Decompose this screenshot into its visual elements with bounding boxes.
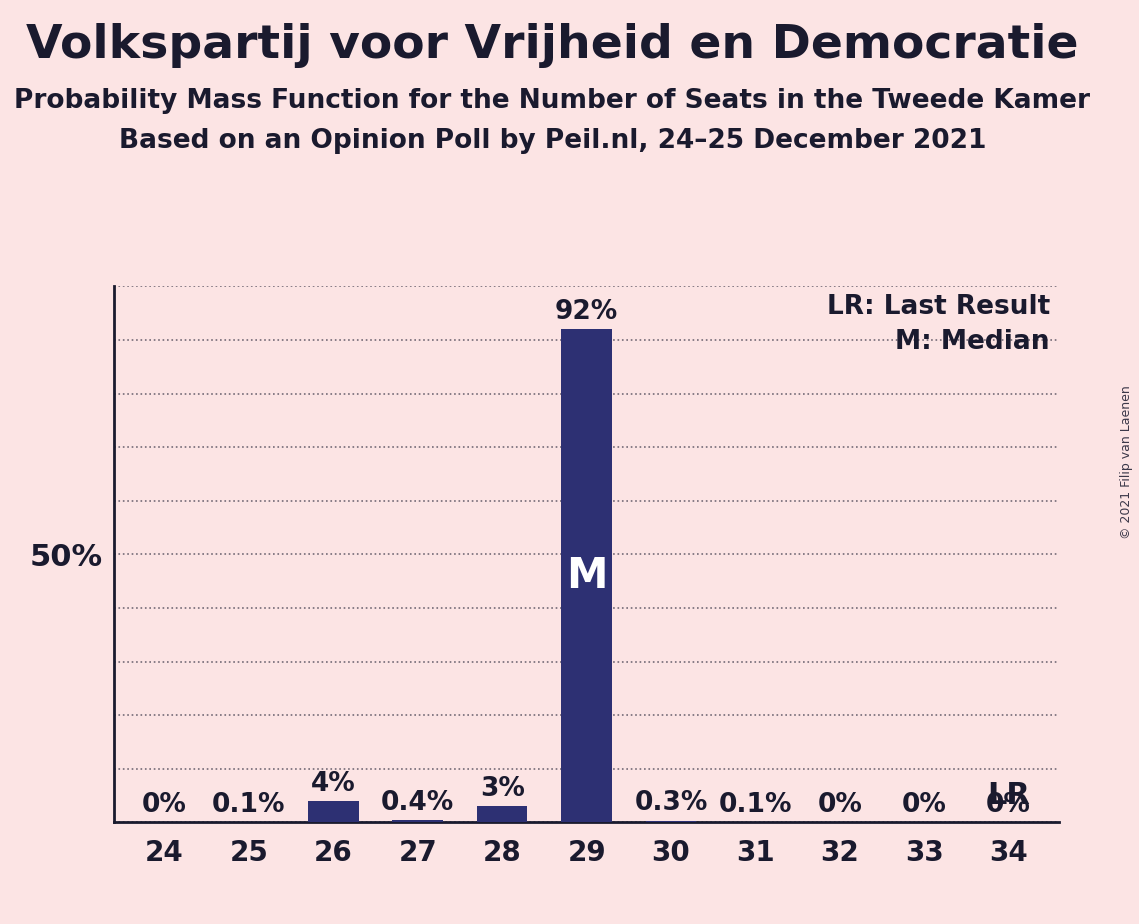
Text: Volkspartij voor Vrijheid en Democratie: Volkspartij voor Vrijheid en Democratie bbox=[26, 23, 1079, 68]
Text: © 2021 Filip van Laenen: © 2021 Filip van Laenen bbox=[1121, 385, 1133, 539]
Text: 0%: 0% bbox=[818, 792, 862, 818]
Text: Based on an Opinion Poll by Peil.nl, 24–25 December 2021: Based on an Opinion Poll by Peil.nl, 24–… bbox=[118, 128, 986, 153]
Text: 0.1%: 0.1% bbox=[212, 792, 286, 818]
Text: 4%: 4% bbox=[311, 771, 355, 796]
Text: 0%: 0% bbox=[986, 792, 1031, 818]
Text: 0.3%: 0.3% bbox=[634, 790, 707, 817]
Bar bbox=[308, 801, 359, 822]
Text: 0.4%: 0.4% bbox=[382, 790, 454, 816]
Text: LR: Last Result: LR: Last Result bbox=[827, 295, 1050, 321]
Text: 0.1%: 0.1% bbox=[719, 792, 792, 818]
Bar bbox=[393, 821, 443, 822]
Bar bbox=[477, 807, 527, 822]
Text: M: Median: M: Median bbox=[895, 329, 1050, 356]
Bar bbox=[562, 329, 612, 822]
Text: Probability Mass Function for the Number of Seats in the Tweede Kamer: Probability Mass Function for the Number… bbox=[15, 88, 1090, 114]
Bar bbox=[646, 821, 696, 822]
Text: 0%: 0% bbox=[142, 792, 187, 818]
Text: LR: LR bbox=[988, 781, 1030, 810]
Text: 3%: 3% bbox=[480, 776, 525, 802]
Text: 0%: 0% bbox=[902, 792, 947, 818]
Text: M: M bbox=[566, 554, 607, 597]
Text: 92%: 92% bbox=[555, 299, 618, 325]
